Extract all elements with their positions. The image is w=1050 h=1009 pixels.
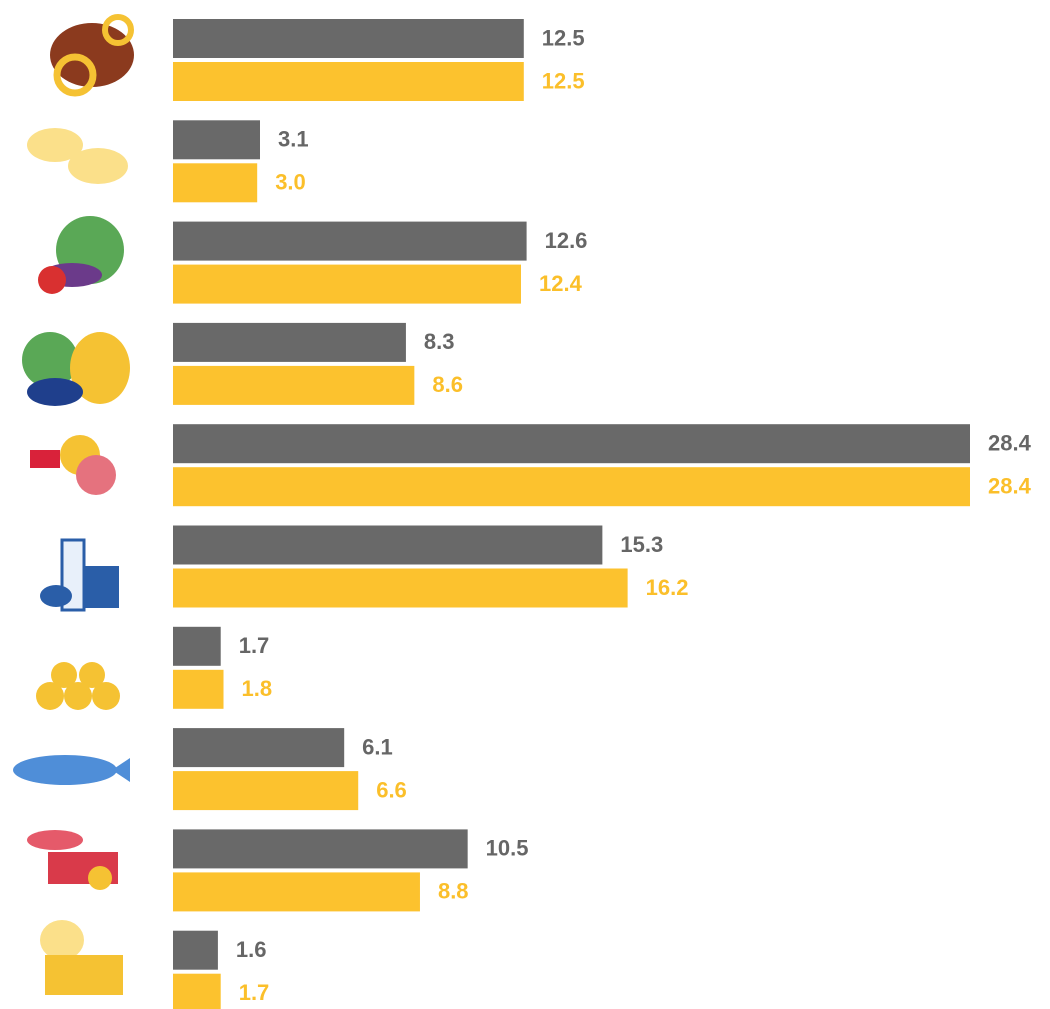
icon-shape xyxy=(40,585,72,607)
icon-shape xyxy=(45,955,123,995)
bar xyxy=(173,19,524,58)
bar xyxy=(173,526,602,565)
bar xyxy=(173,569,628,608)
bar xyxy=(173,366,414,405)
icon-shape xyxy=(27,830,83,850)
bar xyxy=(173,265,521,304)
value-label: 3.0 xyxy=(275,170,306,195)
icons xyxy=(13,17,134,995)
bar xyxy=(173,163,257,202)
value-label: 6.1 xyxy=(362,734,393,759)
icon-shape xyxy=(40,920,84,960)
bar xyxy=(173,323,406,362)
bar xyxy=(173,931,218,970)
value-label: 3.1 xyxy=(278,127,309,152)
value-label: 8.3 xyxy=(424,329,455,354)
value-label: 1.7 xyxy=(239,633,270,658)
value-label: 6.6 xyxy=(376,777,407,802)
icon-shape xyxy=(92,682,120,710)
value-label: 12.4 xyxy=(539,271,583,296)
value-label: 28.4 xyxy=(988,431,1032,456)
chart: 12.5 3.1 12.6 8.3 28.4 15.3 1.7 6.1 10.5 1.6 12.5 3… xyxy=(0,0,1050,1009)
icon-shape xyxy=(76,455,116,495)
icon-shape xyxy=(36,682,64,710)
icon-shape xyxy=(38,266,66,294)
value-label: 28.4 xyxy=(988,474,1032,499)
bar xyxy=(173,728,344,767)
icon-shape xyxy=(64,682,92,710)
bar xyxy=(173,974,221,1009)
bar xyxy=(173,120,260,159)
icon-shape xyxy=(30,450,60,468)
bar xyxy=(173,872,420,911)
value-label: 1.6 xyxy=(236,937,267,962)
icon-shape xyxy=(88,866,112,890)
icon-shape xyxy=(112,758,130,782)
bar xyxy=(173,467,970,506)
value-label: 12.5 xyxy=(542,68,585,93)
value-label: 12.5 xyxy=(542,25,585,50)
bar xyxy=(173,222,527,261)
bar xyxy=(173,670,224,709)
value-label: 10.5 xyxy=(486,836,529,861)
icon-shape xyxy=(27,378,83,406)
bar xyxy=(173,424,970,463)
value-label: 8.6 xyxy=(432,372,463,397)
bar xyxy=(173,62,524,101)
value-label: 1.8 xyxy=(242,676,273,701)
value-label: 16.2 xyxy=(646,575,689,600)
value-label: 1.7 xyxy=(239,980,270,1005)
value-label: 8.8 xyxy=(438,879,469,904)
bar xyxy=(173,627,221,666)
value-label: 15.3 xyxy=(620,532,663,557)
value-label: 12.6 xyxy=(545,228,588,253)
bar xyxy=(173,771,358,810)
bar xyxy=(173,829,468,868)
page: 12.5 3.1 12.6 8.3 28.4 15.3 1.7 6.1 10.5 1.6 12.5 3… xyxy=(0,0,1050,1009)
icon-shape xyxy=(83,566,119,608)
icon-shape xyxy=(13,755,117,785)
icon-shape xyxy=(68,148,128,184)
